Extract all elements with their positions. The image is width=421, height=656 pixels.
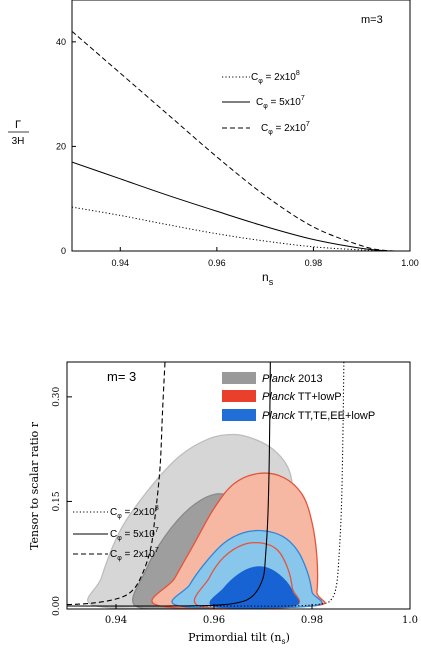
chart-bottom-line-legend-label-2: Cφ = 2x107 [110,547,159,562]
chart-bottom-line-legend-label-0: Cφ = 2x108 [110,505,159,520]
chart-top-xtick-label: 0.98 [305,258,323,268]
chart-bottom-xlabel: Primordial tilt (ns) [188,631,290,646]
chart-bottom-legend-label-italic-2: Planck [262,410,296,422]
chart-bottom-line-legend-label-sub-0: φ [117,513,122,520]
chart-bottom-legend-swatch-0 [222,372,256,384]
chart-top-legend-label-exp-1: 7 [301,95,305,102]
chart-bottom-legend-label-rest-2: TT,TE,EE+lowP [295,410,375,422]
chart-top-legend-label-1: Cφ = 5x107 [256,95,305,110]
chart-bottom-legend-label-0: Planck 2013 [262,373,323,385]
chart-top-ytick-label: 40 [56,37,66,47]
chart-top-legend-label-0: Cφ = 2x108 [251,70,300,85]
chart-top-legend-label-sub-1: φ [263,103,268,110]
chart-bottom-ylabel: Tensor to scalar ratio r [28,421,41,550]
chart-top-ytick-label: 20 [56,141,66,151]
chart-top-legend-label-exp-0: 8 [296,70,300,77]
chart-bottom-line-legend-label-1: Cφ = 5x107 [110,527,159,542]
chart-bottom-legend-swatch-2 [222,409,256,421]
chart-bottom-line-legend-label-exp-0: 8 [155,505,159,512]
chart-top-xtick-label: 1.00 [401,258,419,268]
chart-bottom-xtick-label: 0.94 [105,615,127,626]
chart-top-ylabel: Γ 3H [8,119,29,147]
chart-bottom-frame [66,361,411,610]
chart-top-annotation: m=3 [361,14,383,26]
chart-top-legend-label-value-2: = 2x10 [273,123,307,134]
chart-top-xlabel: ns [262,270,274,287]
chart-bottom-legend-swatch-1 [222,390,256,402]
chart-top-ticks: 0.94 0.96 0.98 1.00 0 20 40 [56,37,419,268]
chart-top-series [72,31,410,251]
chart-bottom-xtick-label: 1.0 [402,615,418,626]
chart-top-legend-label-c-0: C [251,72,258,83]
chart-top-ylabel-den: 3H [12,136,25,147]
chart-bottom-line-legend-label-c-0: C [110,507,117,518]
chart-top-xtick-label: 0.96 [208,258,226,268]
chart-bottom-xtick-label: 0.96 [203,615,225,626]
chart-bottom-legend-label-rest-0: 2013 [295,373,323,385]
chart-top-legend-label-value-0: = 2x10 [263,72,297,83]
chart-bottom-legend-label-2: Planck TT,TE,EE+lowP [262,410,375,422]
chart-top-legend-label-exp-2: 7 [306,121,310,128]
chart-top-series-solid [72,161,410,251]
chart-top-series-dotted [72,206,410,251]
chart-bottom-annotation: m= 3 [107,369,136,384]
chart-top-legend-label-value-1: = 5x10 [268,97,302,108]
chart-top-legend-label-sub-2: φ [268,129,273,136]
chart-bottom-series [67,362,345,607]
chart-top-ylabel-num: Γ [15,119,21,131]
chart-top-legend-label-sub-0: φ [258,78,263,85]
chart-bottom-ticks: 0.94 0.96 0.98 1.0 0.00 0.15 0.30 [52,387,418,626]
chart-bottom-line-legend-label-exp-1: 7 [155,527,159,534]
chart-top-series-dashed [72,31,410,251]
chart-bottom-line-legend-label-sub-1: φ [117,535,122,542]
chart-bottom-line-legend-label-c-2: C [110,549,117,560]
chart-bottom-region-5 [209,566,300,609]
chart-bottom-line-legend-label-sub-2: φ [117,555,122,562]
chart-bottom-ytick-label: 0.15 [52,491,62,511]
chart-bottom-legend-label-italic-1: Planck [262,391,296,403]
chart-top-legend-label-c-1: C [256,97,263,108]
chart-top-frame [71,0,411,252]
chart-top-ytick-label: 0 [61,246,66,256]
chart-bottom-series-solid [67,362,271,607]
chart-bottom-xtick-label: 0.98 [301,615,323,626]
chart-bottom-line-legend-label-value-0: = 2x10 [122,507,156,518]
chart-bottom-ytick-label: 0.00 [52,596,62,616]
chart-bottom-series-dashed [67,362,166,606]
chart-bottom-legend-label-1: Planck TT+lowP [262,391,342,403]
chart-top: 0.94 0.96 0.98 1.00 0 20 40 m=3 Γ 3H ns Cφ = 2… [8,0,419,287]
chart-bottom-line-legend-label-value-1: = 5x10 [122,529,156,540]
chart-top-legend-label-c-2: C [261,123,268,134]
chart-bottom-legend-label-italic-0: Planck [262,373,296,385]
chart-bottom-ytick-label: 0.30 [52,387,62,407]
chart-bottom: 0.94 0.96 0.98 1.0 0.00 0.15 0.30 m= 3 Planck … [28,361,418,646]
chart-bottom-series-dotted [67,362,345,607]
chart-bottom-regions [87,433,326,609]
chart-bottom-legend-label-rest-1: TT+lowP [295,391,342,403]
chart-top-legend-label-2: Cφ = 2x107 [261,121,310,136]
chart-bottom-line-legend-label-value-2: = 2x10 [122,549,156,560]
chart-bottom-line-legend-label-exp-2: 7 [155,547,159,554]
chart-top-xtick-label: 0.94 [112,258,130,268]
chart-bottom-line-legend-label-c-1: C [110,529,117,540]
